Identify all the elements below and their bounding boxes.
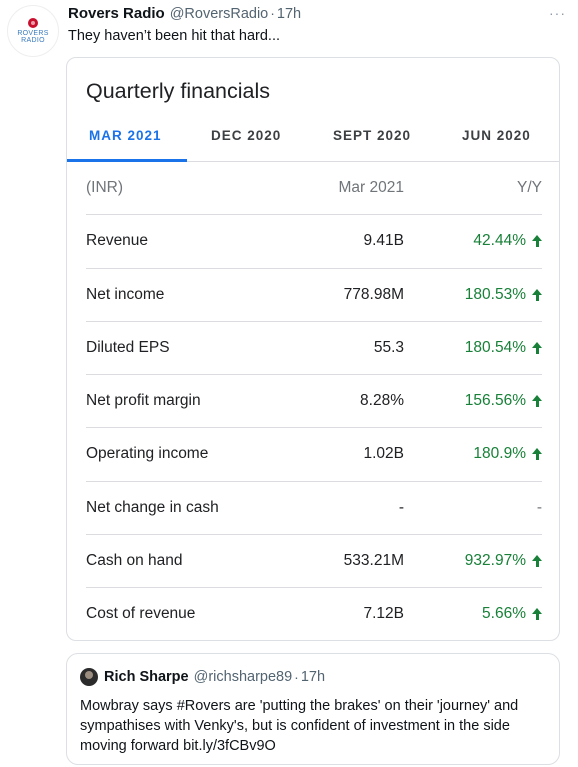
more-options-icon[interactable]: ··· bbox=[549, 5, 566, 21]
change-value: 180.54% bbox=[464, 338, 526, 356]
quoted-separator: · bbox=[294, 669, 299, 685]
row-change: 156.56% bbox=[465, 392, 542, 410]
row-change: 180.9% bbox=[473, 445, 542, 463]
row-change: 180.54% bbox=[465, 339, 542, 357]
row-label: Diluted EPS bbox=[86, 338, 170, 356]
tweet-author-handle[interactable]: @RoversRadio bbox=[169, 6, 269, 22]
quarter-tabs: MAR 2021 DEC 2020 SEPT 2020 JUN 2020 bbox=[67, 120, 559, 162]
table-row: Cash on hand 533.21M 932.97% bbox=[86, 535, 542, 589]
row-value: 1.02B bbox=[363, 445, 404, 463]
tab-dec-2020[interactable]: DEC 2020 bbox=[211, 128, 282, 143]
quoted-tweet-header: Rich Sharpe @richsharpe89 · 17h bbox=[80, 668, 325, 686]
avatar-logo-text: ROVERS RADIO bbox=[17, 30, 49, 44]
financials-table: (INR) Mar 2021 Y/Y Revenue 9.41B 42.44% … bbox=[86, 162, 542, 640]
active-tab-indicator bbox=[67, 159, 187, 162]
table-row: Revenue 9.41B 42.44% bbox=[86, 215, 542, 269]
arrow-up-icon bbox=[532, 555, 542, 568]
change-value: 156.56% bbox=[464, 392, 526, 410]
tab-mar-2021[interactable]: MAR 2021 bbox=[89, 128, 162, 143]
row-value: 533.21M bbox=[343, 552, 404, 570]
card-title: Quarterly financials bbox=[86, 79, 271, 103]
change-header: Y/Y bbox=[517, 179, 542, 196]
profile-avatar[interactable]: ROVERS RADIO bbox=[7, 5, 59, 57]
arrow-up-icon bbox=[532, 395, 542, 408]
row-value: - bbox=[398, 498, 404, 516]
row-label: Net income bbox=[86, 285, 165, 303]
row-label: Cash on hand bbox=[86, 552, 183, 570]
quoted-author-handle[interactable]: @richsharpe89 bbox=[193, 669, 293, 685]
tab-jun-2020[interactable]: JUN 2020 bbox=[462, 128, 531, 143]
table-row: Operating income 1.02B 180.9% bbox=[86, 428, 542, 482]
change-value: 5.66% bbox=[482, 605, 526, 623]
currency-header: (INR) bbox=[86, 179, 124, 196]
row-change: 5.66% bbox=[482, 605, 542, 623]
quoted-tweet-text: Mowbray says #Rovers are 'putting the br… bbox=[80, 698, 519, 754]
financials-card: Quarterly financials MAR 2021 DEC 2020 S… bbox=[66, 57, 560, 641]
quoted-time[interactable]: 17h bbox=[300, 669, 326, 685]
tweet-author-name[interactable]: Rovers Radio bbox=[68, 5, 165, 22]
tweet-text: They haven’t been hit that hard... bbox=[68, 28, 280, 44]
row-label: Cost of revenue bbox=[86, 605, 196, 623]
table-row: Diluted EPS 55.3 180.54% bbox=[86, 322, 542, 376]
arrow-up-icon bbox=[532, 341, 542, 354]
row-label: Operating income bbox=[86, 445, 209, 463]
table-row: Net change in cash - - bbox=[86, 482, 542, 536]
tweet-header: Rovers Radio @RoversRadio · 17h ··· bbox=[68, 5, 566, 25]
period-header: Mar 2021 bbox=[338, 179, 404, 196]
arrow-up-icon bbox=[532, 235, 542, 248]
row-value: 8.28% bbox=[360, 392, 404, 410]
tweet-separator: · bbox=[270, 5, 275, 21]
row-label: Revenue bbox=[86, 232, 149, 250]
row-value: 7.12B bbox=[363, 605, 404, 623]
arrow-up-icon bbox=[532, 448, 542, 461]
tweet-time[interactable]: 17h bbox=[276, 6, 302, 22]
change-value: 932.97% bbox=[464, 552, 526, 570]
row-label: Net change in cash bbox=[86, 498, 219, 516]
row-value: 55.3 bbox=[373, 338, 404, 356]
row-change: 42.44% bbox=[473, 232, 542, 250]
row-value: 9.41B bbox=[363, 232, 404, 250]
row-change: 932.97% bbox=[465, 552, 542, 570]
change-value: 180.53% bbox=[464, 285, 526, 303]
row-change: 180.53% bbox=[465, 286, 542, 304]
arrow-up-icon bbox=[532, 288, 542, 301]
quoted-tweet[interactable]: Rich Sharpe @richsharpe89 · 17h Mowbray … bbox=[66, 653, 560, 765]
row-label: Net profit margin bbox=[86, 392, 201, 410]
rose-logo-icon bbox=[28, 18, 38, 28]
change-value: 180.9% bbox=[473, 445, 526, 463]
quoted-author-name[interactable]: Rich Sharpe bbox=[104, 669, 189, 685]
table-header-row: (INR) Mar 2021 Y/Y bbox=[86, 162, 542, 216]
table-row: Net profit margin 8.28% 156.56% bbox=[86, 375, 542, 429]
quoted-author-avatar[interactable] bbox=[80, 668, 98, 686]
row-value: 778.98M bbox=[343, 285, 404, 303]
arrow-up-icon bbox=[532, 608, 542, 621]
change-value: 42.44% bbox=[473, 232, 526, 250]
tab-sept-2020[interactable]: SEPT 2020 bbox=[333, 128, 412, 143]
table-row: Cost of revenue 7.12B 5.66% bbox=[86, 588, 542, 640]
table-row: Net income 778.98M 180.53% bbox=[86, 269, 542, 322]
row-change: - bbox=[536, 498, 542, 516]
